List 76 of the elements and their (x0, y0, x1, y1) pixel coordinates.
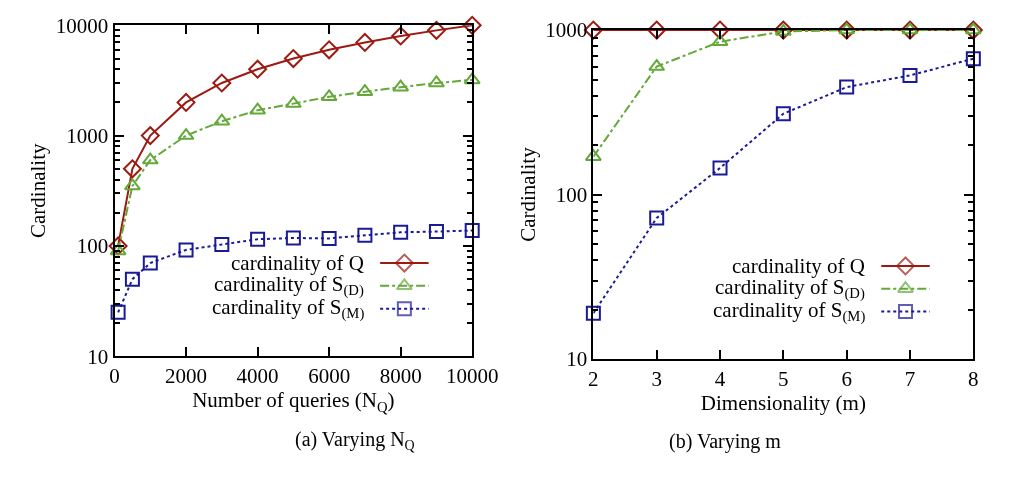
x-tick-label: 7 (904, 367, 916, 392)
y-tick-label: 100 (555, 182, 588, 207)
point (142, 255, 158, 271)
point (110, 304, 126, 320)
point (464, 222, 480, 238)
point (124, 271, 140, 287)
point (285, 230, 301, 246)
point (176, 92, 196, 112)
point (123, 178, 141, 191)
point (391, 26, 411, 46)
x-tick-label: 2 (588, 367, 599, 392)
point (462, 15, 482, 35)
x-tick-label: 2000 (165, 364, 208, 389)
point (902, 67, 918, 83)
x-tick-label: 8 (968, 367, 979, 392)
point (321, 230, 337, 246)
point (426, 20, 446, 40)
point (212, 73, 232, 93)
y-tick-label: 1000 (66, 123, 109, 148)
x-tick-label: 4000 (236, 364, 279, 389)
x-tick-label: 4 (714, 367, 726, 392)
y-tick-label: 10 (566, 347, 588, 372)
text: (a) Varying N$_{Q}$ (295, 428, 415, 454)
point (213, 113, 231, 126)
point (963, 20, 983, 40)
point (122, 159, 142, 179)
x-axis-title: Number of queries (N$_{Q}$) (192, 388, 395, 415)
point (839, 79, 855, 95)
point (250, 231, 266, 247)
point (178, 242, 194, 258)
point (392, 79, 410, 92)
point (355, 32, 375, 52)
text: (b) Varying m (669, 430, 782, 453)
x-tick-label: 10000 (445, 364, 499, 389)
x-axis-title: Dimensionality (m) (700, 391, 866, 416)
legend-label: cardinality of Q (231, 251, 364, 275)
point (965, 51, 981, 67)
y-tick-label: 100 (76, 234, 109, 259)
point (283, 49, 303, 68)
point (141, 152, 159, 165)
point (393, 224, 409, 240)
x-tick-label: 6 (841, 367, 852, 392)
point (249, 102, 267, 115)
point (647, 20, 667, 40)
point (427, 75, 445, 88)
x-tick-label: 5 (778, 367, 789, 392)
point (319, 40, 339, 60)
point (712, 160, 728, 176)
point (775, 106, 791, 122)
y-tick-label: 10 (87, 344, 109, 369)
y-axis-title: Cardinality (26, 143, 51, 239)
point (585, 305, 601, 321)
point (109, 243, 127, 256)
point (140, 126, 160, 146)
x-tick-label: 8000 (379, 364, 422, 389)
x-tick-label: 3 (651, 367, 662, 392)
point (357, 227, 373, 243)
point (964, 22, 982, 35)
point (108, 236, 128, 256)
y-tick-label: 1000 (545, 18, 588, 43)
point (248, 59, 268, 79)
legend-label: cardinality of Q (732, 254, 865, 278)
point (320, 89, 338, 102)
y-axis-title: Cardinality (515, 146, 540, 242)
point (901, 22, 919, 35)
point (214, 237, 230, 253)
point (428, 224, 444, 240)
point (838, 22, 856, 35)
y-tick-label: 10000 (55, 13, 109, 38)
x-tick-label: 6000 (308, 364, 351, 389)
point (649, 210, 665, 226)
x-tick-label: 0 (109, 364, 120, 389)
point (900, 20, 920, 40)
point (463, 72, 481, 85)
point (710, 20, 730, 40)
point (837, 20, 857, 40)
